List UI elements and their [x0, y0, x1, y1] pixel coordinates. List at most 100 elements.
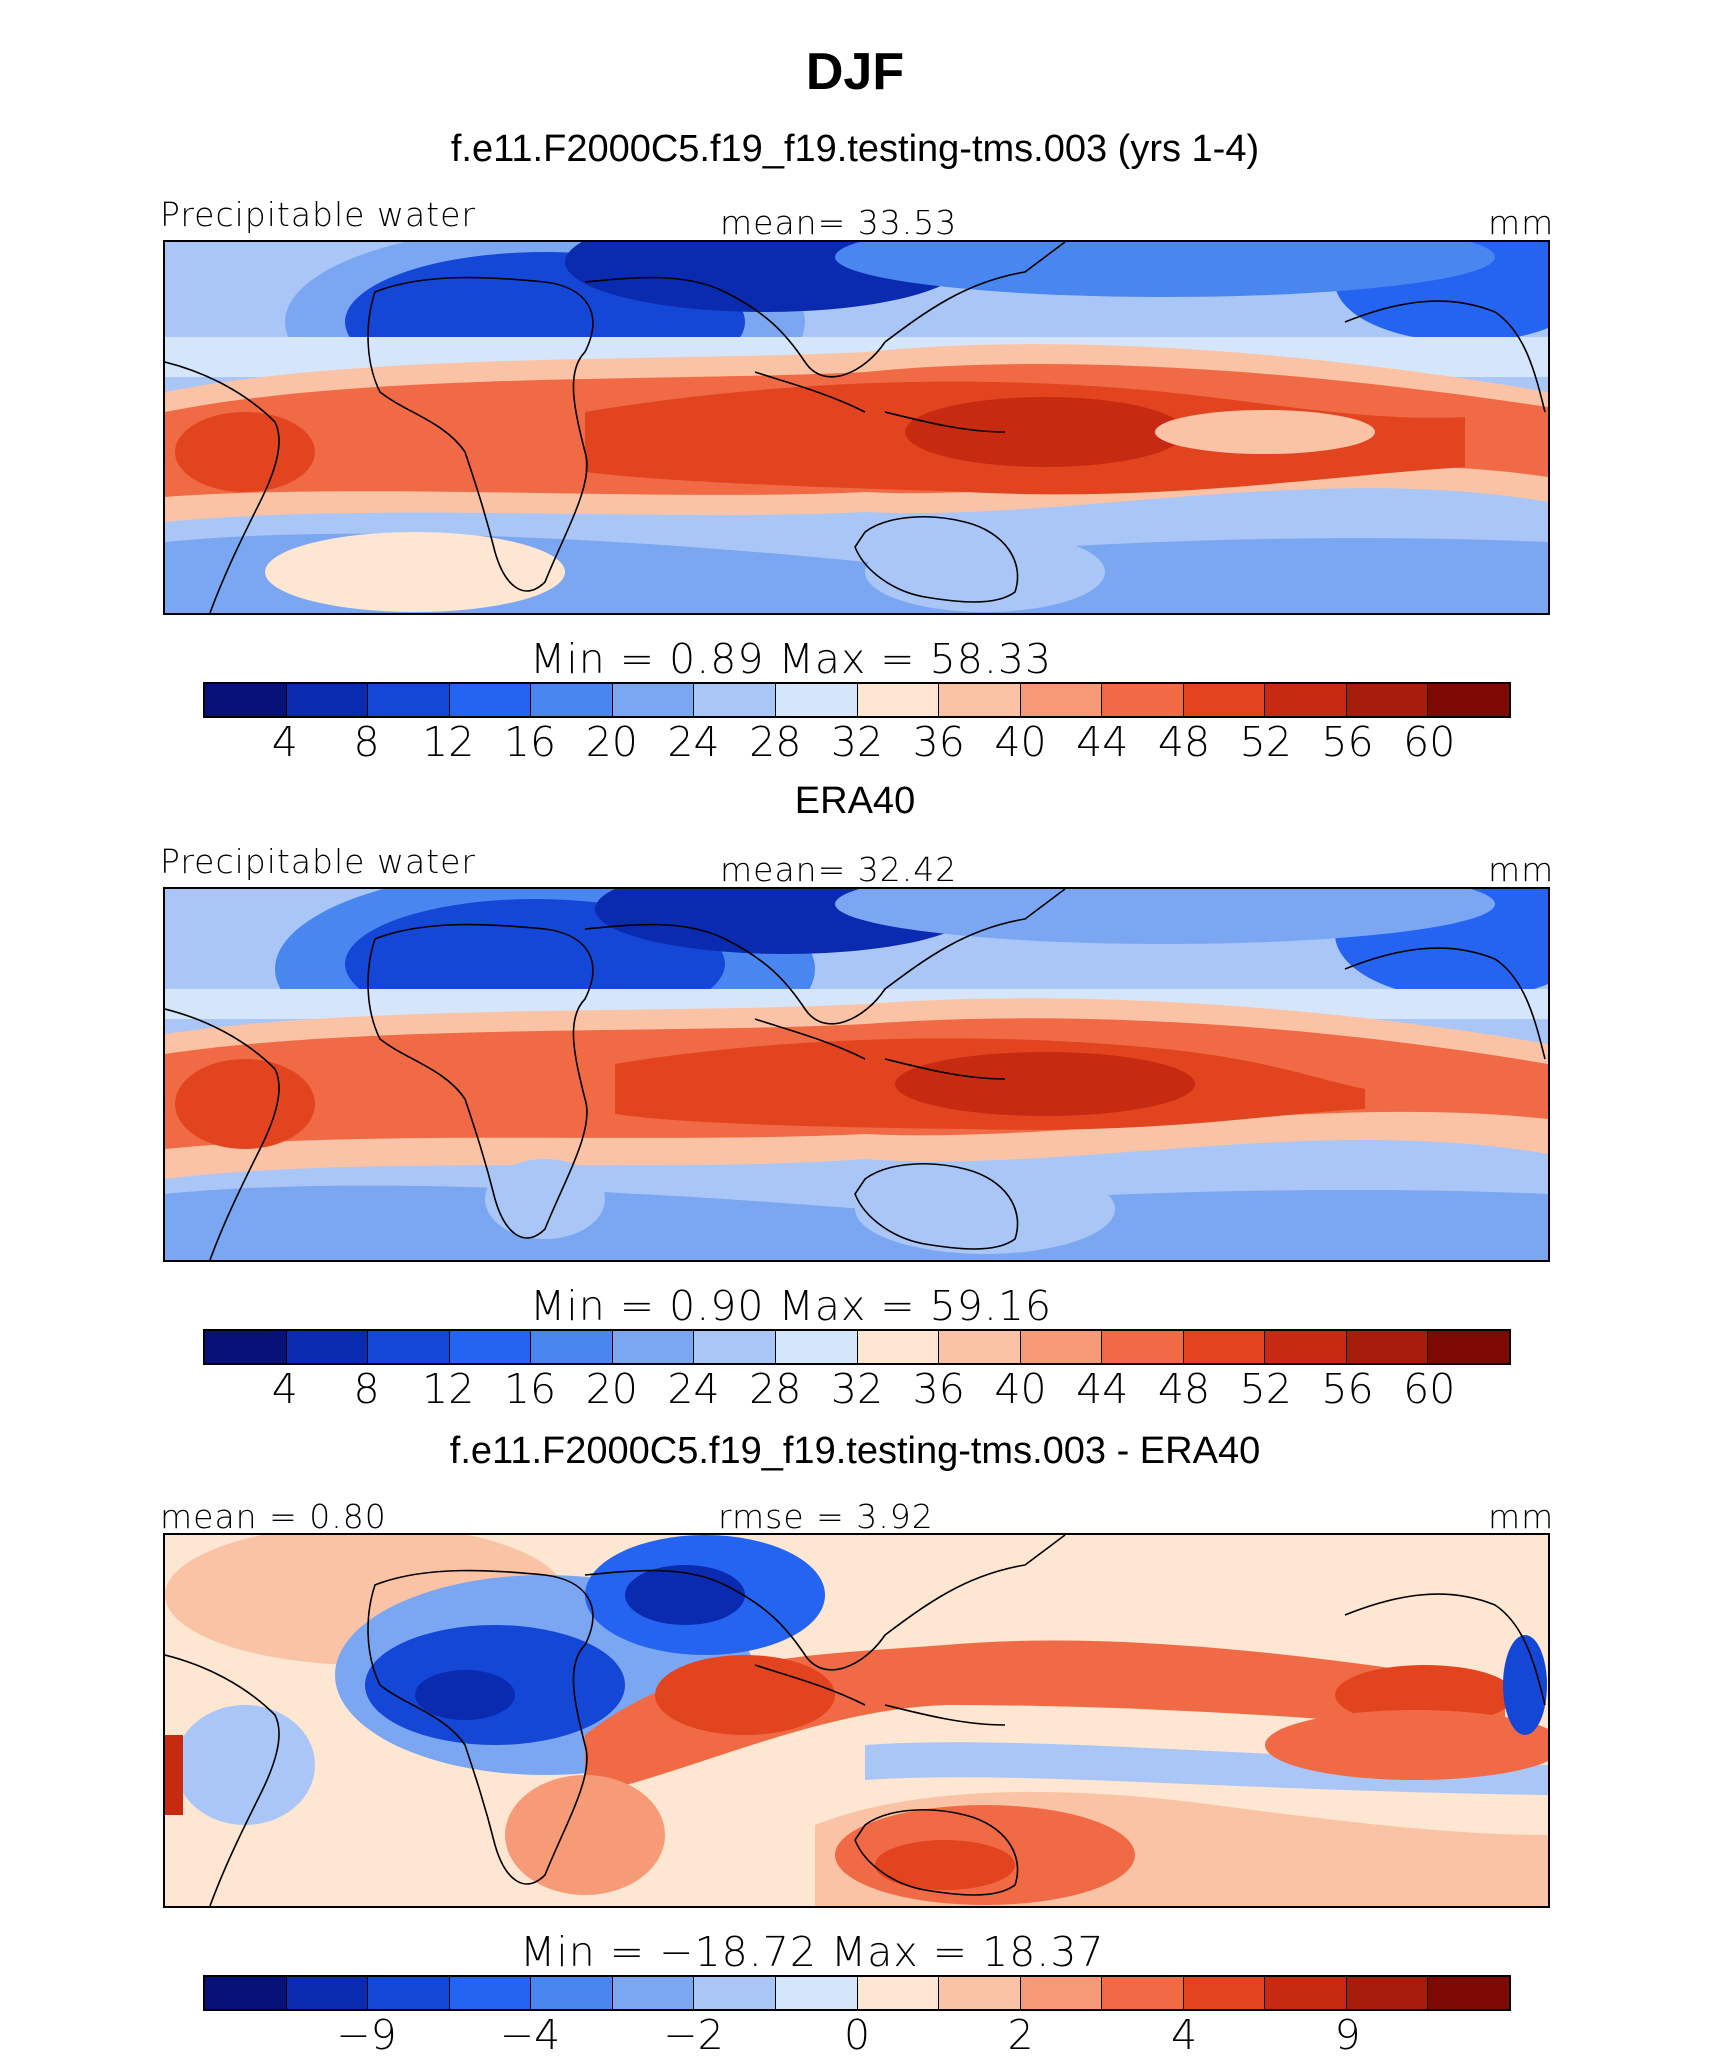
colorbar-tick-label: −4 — [499, 2011, 561, 2059]
colorbar-swatch — [1428, 1977, 1509, 2009]
panel3-minmax: Min = −18.72 Max = 18.37 — [520, 1928, 1105, 1976]
panel3-units-label: mm — [1488, 1497, 1555, 1536]
colorbar-swatch — [1346, 1977, 1429, 2009]
colorbar-swatch — [1346, 684, 1429, 716]
colorbar-tick-label: 2 — [1007, 2011, 1034, 2059]
colorbar-tick-label: 32 — [830, 718, 884, 766]
colorbar-swatch — [612, 1331, 695, 1363]
panel2-colorbar — [203, 1329, 1511, 1365]
colorbar-tick-label: 44 — [1076, 1365, 1129, 1413]
colorbar-tick-label: 16 — [503, 1365, 557, 1413]
colorbar-tick-label: 56 — [1321, 1365, 1374, 1413]
colorbar-tick-label: −2 — [663, 2011, 724, 2059]
colorbar-swatch — [449, 684, 532, 716]
colorbar-tick-label: 0 — [843, 2011, 871, 2059]
colorbar-swatch — [857, 1977, 940, 2009]
panel1-minmax: Min = 0.89 Max = 58.33 — [530, 635, 1053, 683]
colorbar-swatch — [1265, 1331, 1347, 1363]
panel1-colorbar-ticks: 4 8 12 16 20 24 28 32 36 40 44 48 52 56 60 — [0, 718, 1710, 768]
colorbar-swatch — [694, 1331, 776, 1363]
colorbar-swatch — [531, 1977, 613, 2009]
panel3-contour-plot — [165, 1535, 1548, 1906]
colorbar-swatch — [694, 1977, 776, 2009]
panel2-mean-label: mean= 32.42 — [720, 850, 958, 889]
colorbar-swatch — [857, 1331, 940, 1363]
colorbar-swatch — [775, 1331, 858, 1363]
panel2-contour-plot — [165, 889, 1548, 1260]
colorbar-swatch — [1428, 684, 1509, 716]
colorbar-tick-label: 8 — [353, 1365, 380, 1413]
colorbar-tick-label: 60 — [1403, 718, 1456, 766]
colorbar-swatch — [205, 684, 287, 716]
colorbar-swatch — [286, 684, 369, 716]
colorbar-tick-label: 28 — [749, 718, 802, 766]
colorbar-swatch — [1183, 1331, 1266, 1363]
panel3-colorbar — [203, 1975, 1511, 2011]
colorbar-swatch — [612, 1977, 695, 2009]
panel3-title: f.e11.F2000C5.f19_f19.testing-tms.003 - … — [449, 1430, 1261, 1472]
colorbar-tick-label: −9 — [336, 2011, 397, 2059]
panel1-variable-label: Precipitable water — [160, 195, 476, 234]
colorbar-tick-label: 40 — [994, 1365, 1047, 1413]
colorbar-swatch — [694, 684, 776, 716]
colorbar-swatch — [205, 1331, 287, 1363]
colorbar-swatch — [1265, 1977, 1347, 2009]
colorbar-tick-label: 60 — [1403, 1365, 1456, 1413]
colorbar-swatch — [775, 684, 858, 716]
colorbar-tick-label: 9 — [1334, 2011, 1361, 2059]
panel3-rmse-label: rmse = 3.92 — [718, 1497, 934, 1536]
panel2-variable-label: Precipitable water — [160, 842, 476, 881]
colorbar-tick-label: 28 — [749, 1365, 802, 1413]
colorbar-tick-label: 8 — [353, 718, 380, 766]
colorbar-tick-label: 4 — [1170, 2011, 1198, 2059]
colorbar-tick-label: 48 — [1157, 718, 1211, 766]
colorbar-swatch — [531, 1331, 613, 1363]
colorbar-swatch — [368, 1331, 450, 1363]
colorbar-swatch — [368, 1977, 450, 2009]
colorbar-tick-label: 12 — [422, 1365, 475, 1413]
colorbar-swatch — [1020, 1331, 1103, 1363]
colorbar-swatch — [612, 684, 695, 716]
colorbar-swatch — [1346, 1331, 1429, 1363]
colorbar-swatch — [857, 684, 940, 716]
colorbar-tick-label: 16 — [503, 718, 557, 766]
colorbar-tick-label: 36 — [912, 718, 965, 766]
colorbar-tick-label: 52 — [1239, 718, 1292, 766]
colorbar-swatch — [205, 1977, 287, 2009]
colorbar-swatch — [939, 1331, 1021, 1363]
panel2-units-label: mm — [1488, 850, 1555, 889]
colorbar-tick-label: 48 — [1157, 1365, 1211, 1413]
colorbar-tick-label: 24 — [667, 718, 720, 766]
colorbar-swatch — [368, 684, 450, 716]
colorbar-tick-label: 20 — [585, 1365, 638, 1413]
panel1-map — [163, 240, 1550, 615]
panel2-minmax: Min = 0.90 Max = 59.16 — [530, 1282, 1053, 1330]
colorbar-tick-label: 36 — [912, 1365, 965, 1413]
colorbar-swatch — [1265, 684, 1347, 716]
panel2-title: ERA40 — [794, 780, 916, 822]
colorbar-swatch — [1102, 1977, 1184, 2009]
panel3-colorbar-ticks: −9 −4 −2 0 2 4 9 — [0, 2011, 1710, 2061]
colorbar-tick-label: 56 — [1321, 718, 1374, 766]
colorbar-swatch — [1183, 684, 1266, 716]
colorbar-swatch — [1428, 1331, 1509, 1363]
colorbar-swatch — [1020, 1977, 1103, 2009]
colorbar-swatch — [1102, 684, 1184, 716]
colorbar-swatch — [939, 684, 1021, 716]
colorbar-tick-label: 52 — [1239, 1365, 1292, 1413]
panel3-map — [163, 1533, 1550, 1908]
colorbar-tick-label: 12 — [422, 718, 475, 766]
panel1-contour-plot — [165, 242, 1548, 613]
colorbar-swatch — [775, 1977, 858, 2009]
colorbar-swatch — [286, 1331, 369, 1363]
figure-title: DJF — [805, 43, 905, 101]
colorbar-tick-label: 4 — [271, 718, 298, 766]
colorbar-swatch — [1102, 1331, 1184, 1363]
colorbar-swatch — [449, 1331, 532, 1363]
colorbar-tick-label: 4 — [271, 1365, 298, 1413]
colorbar-tick-label: 24 — [667, 1365, 720, 1413]
colorbar-swatch — [1020, 684, 1103, 716]
panel2-map — [163, 887, 1550, 1262]
colorbar-swatch — [449, 1977, 532, 2009]
colorbar-tick-label: 32 — [830, 1365, 884, 1413]
